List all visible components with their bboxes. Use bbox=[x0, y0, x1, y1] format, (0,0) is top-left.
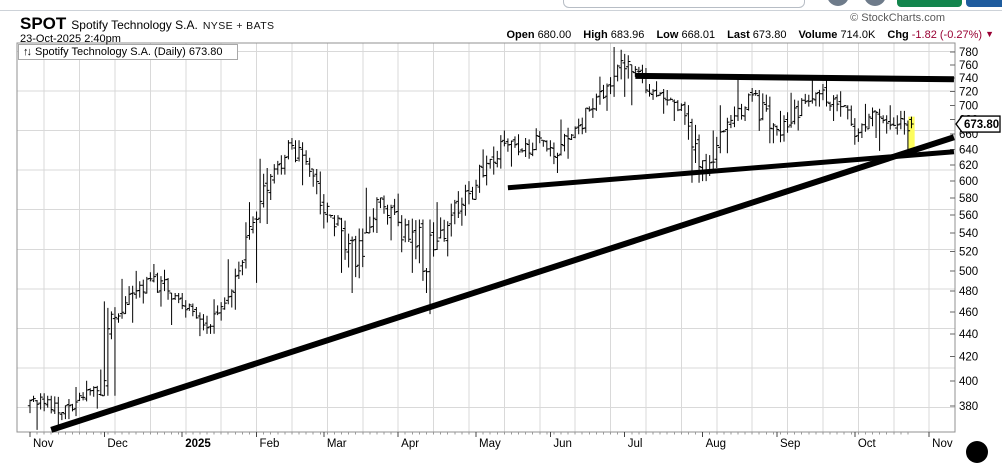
svg-text:May: May bbox=[479, 438, 501, 450]
svg-text:600: 600 bbox=[959, 176, 978, 188]
exchange-label: NYSE + BATS bbox=[202, 20, 275, 32]
svg-text:Dec: Dec bbox=[107, 438, 128, 450]
svg-text:2025: 2025 bbox=[185, 438, 211, 450]
svg-text:Jul: Jul bbox=[628, 438, 643, 450]
svg-text:Feb: Feb bbox=[260, 438, 280, 450]
toolbar-search-input[interactable] bbox=[563, 0, 805, 8]
instrument-label-text: Spotify Technology S.A. (Daily) 673.80 bbox=[35, 46, 223, 58]
up-down-arrows-icon: ↑↓ bbox=[23, 46, 32, 58]
quote-volume: Volume 714.0K bbox=[798, 29, 876, 41]
ohlc-quote-strip: Open 680.00 High 683.96 Low 668.01 Last 673.… bbox=[0, 29, 994, 41]
svg-text:520: 520 bbox=[959, 247, 978, 259]
svg-text:380: 380 bbox=[959, 401, 978, 413]
ticker-symbol: SPOT bbox=[20, 14, 67, 33]
svg-text:780: 780 bbox=[959, 47, 978, 59]
company-name: Spotify Technology S.A. bbox=[71, 18, 198, 32]
quote-high: High 683.96 bbox=[583, 29, 645, 41]
svg-text:560: 560 bbox=[959, 210, 978, 222]
quote-datetime: 23-Oct-2025 2:40pm bbox=[20, 33, 121, 45]
quote-change: Chg -1.82 (-0.27%) ▼ bbox=[887, 29, 994, 41]
svg-text:580: 580 bbox=[959, 193, 978, 205]
svg-text:700: 700 bbox=[959, 100, 978, 112]
toolbar-user-button[interactable] bbox=[827, 0, 849, 6]
down-arrow-icon: ▼ bbox=[985, 29, 994, 39]
top-toolbar bbox=[0, 0, 1002, 11]
svg-text:Oct: Oct bbox=[858, 438, 877, 450]
copyright-notice: © StockCharts.com bbox=[850, 12, 945, 24]
annotation-dot bbox=[966, 441, 988, 463]
svg-text:420: 420 bbox=[959, 352, 978, 364]
svg-text:Jun: Jun bbox=[553, 438, 572, 450]
svg-text:640: 640 bbox=[959, 144, 978, 156]
svg-text:Nov: Nov bbox=[33, 438, 54, 450]
change-value: -1.82 (-0.27%) bbox=[911, 29, 983, 41]
svg-text:Nov: Nov bbox=[932, 438, 953, 450]
quote-open: Open 680.00 bbox=[506, 29, 572, 41]
svg-text:540: 540 bbox=[959, 228, 978, 240]
svg-text:740: 740 bbox=[959, 73, 978, 85]
svg-text:Mar: Mar bbox=[327, 438, 347, 450]
toolbar-help-button[interactable] bbox=[864, 0, 886, 6]
svg-text:400: 400 bbox=[959, 376, 978, 388]
svg-text:500: 500 bbox=[959, 266, 978, 278]
svg-text:460: 460 bbox=[959, 307, 978, 319]
instrument-label-box: ↑↓ Spotify Technology S.A. (Daily) 673.80 bbox=[18, 44, 238, 60]
svg-text:720: 720 bbox=[959, 86, 978, 98]
svg-text:Aug: Aug bbox=[706, 438, 726, 450]
quote-low: Low 668.01 bbox=[656, 29, 716, 41]
svg-text:Sep: Sep bbox=[780, 438, 800, 450]
svg-text:620: 620 bbox=[959, 160, 978, 172]
quote-last: Last 673.80 bbox=[727, 29, 787, 41]
toolbar-blue-button[interactable] bbox=[966, 0, 1002, 7]
svg-text:673.80: 673.80 bbox=[964, 119, 999, 131]
toolbar-green-button[interactable] bbox=[897, 0, 962, 7]
svg-text:480: 480 bbox=[959, 286, 978, 298]
svg-text:760: 760 bbox=[959, 60, 978, 72]
chart-header: SPOT Spotify Technology S.A. NYSE + BATS bbox=[20, 14, 274, 34]
svg-text:Apr: Apr bbox=[401, 438, 419, 450]
svg-text:440: 440 bbox=[959, 329, 978, 341]
